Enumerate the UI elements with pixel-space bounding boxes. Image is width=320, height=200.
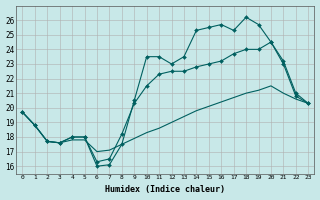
X-axis label: Humidex (Indice chaleur): Humidex (Indice chaleur) bbox=[105, 185, 225, 194]
